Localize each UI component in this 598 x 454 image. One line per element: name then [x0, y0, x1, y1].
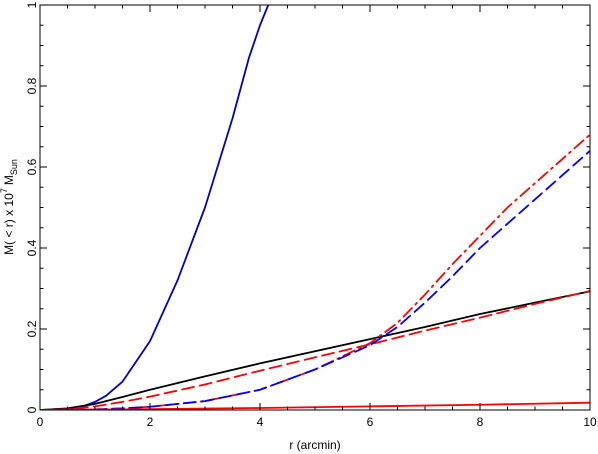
- y-tick-label: 1: [25, 1, 39, 8]
- series-layer: [40, 5, 590, 410]
- x-tick-label: 0: [37, 415, 44, 429]
- y-axis-title-exponent: 7: [0, 188, 9, 193]
- y-tick-label: 0: [25, 406, 39, 413]
- series-line-3-dashed: [40, 290, 590, 410]
- ticks-layer: 0 2 4 6 8 10 0 0.2 0.4 0.6 0.8 1: [25, 1, 597, 429]
- x-tick-label: 8: [477, 415, 484, 429]
- y-axis-title-prefix: M( < r) x 10: [2, 193, 16, 255]
- series-line-2-solid: [40, 290, 590, 410]
- y-tick-label: 0.2: [25, 320, 39, 337]
- y-axis-title-subscript: Sun: [9, 159, 19, 175]
- y-tick-label: 0.8: [25, 77, 39, 94]
- y-axis-title-symbol: M: [2, 175, 16, 185]
- series-line-5-dashed: [40, 149, 590, 410]
- x-tick-label: 10: [583, 415, 597, 429]
- x-axis-title: r (arcmin): [289, 438, 340, 452]
- series-line-1-solid: [40, 5, 270, 410]
- y-tick-label: 0.4: [25, 239, 39, 256]
- y-tick-label: 0.6: [25, 158, 39, 175]
- x-tick-label: 6: [367, 415, 374, 429]
- y-axis-title: M( < r) x 107 MSun: [0, 159, 19, 255]
- x-tick-label: 4: [257, 415, 264, 429]
- x-tick-label: 2: [147, 415, 154, 429]
